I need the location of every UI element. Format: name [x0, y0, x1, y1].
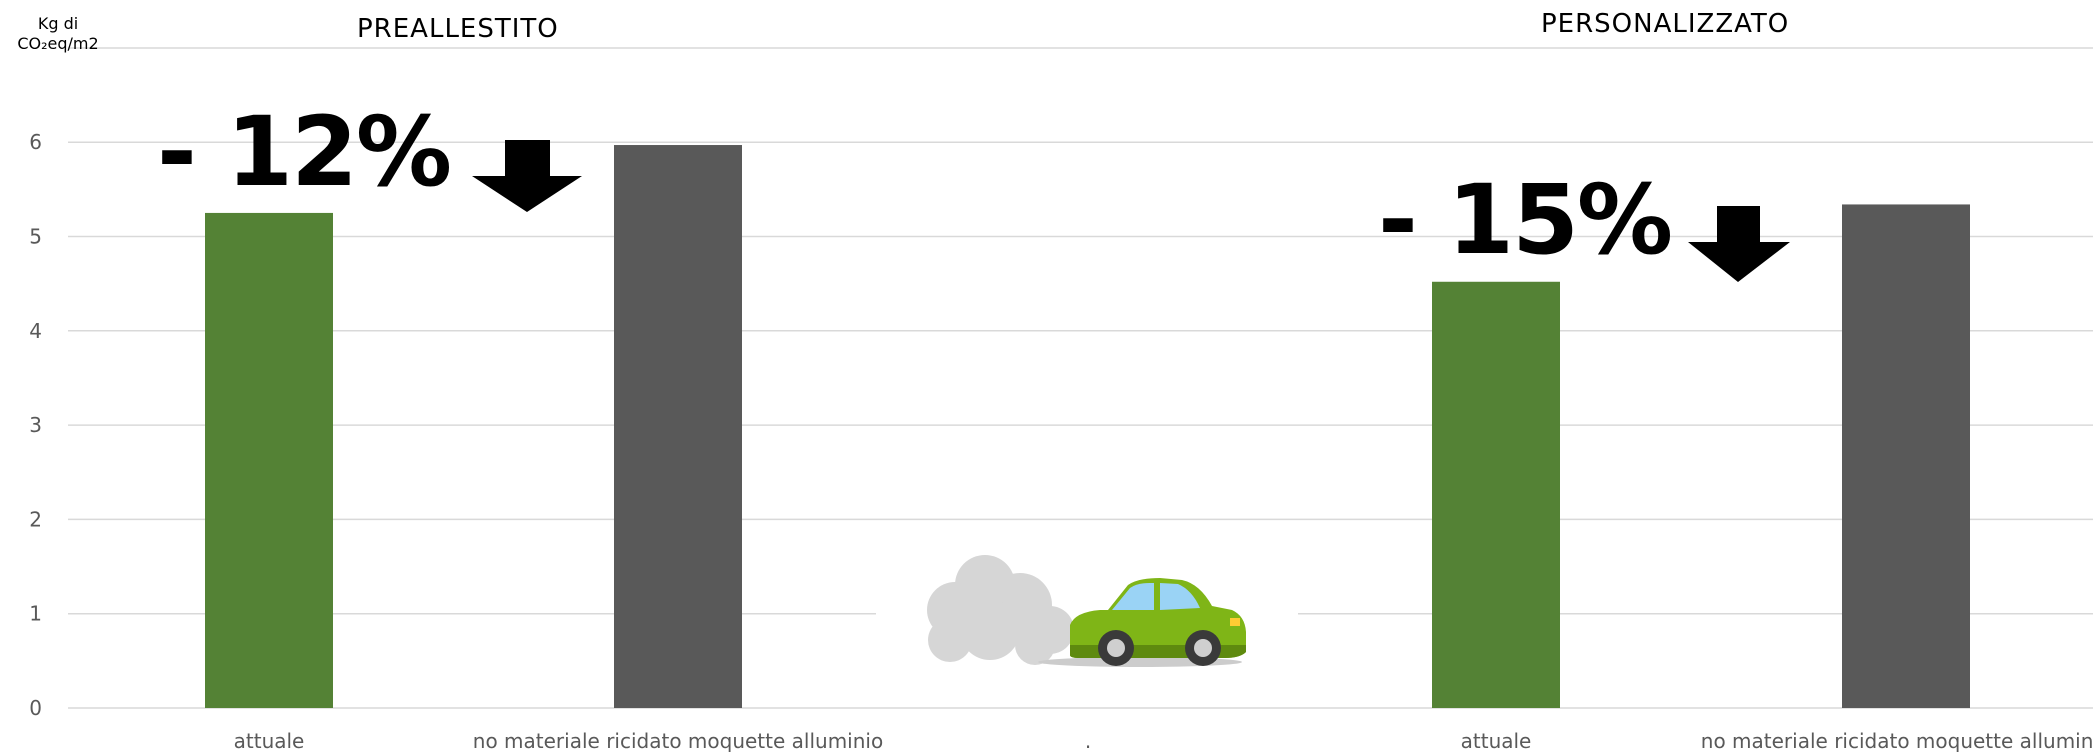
x-tick-labels: attuale no materiale ricidato moquette al… — [234, 729, 2093, 752]
car-exhaust-icon — [876, 555, 1298, 667]
x-tick-label: attuale — [234, 729, 305, 752]
x-tick-label: attuale — [1461, 729, 1532, 752]
bar — [205, 212, 333, 709]
x-tick-label: no materiale ricidato moquette alluminio — [1701, 729, 2093, 752]
arrow-down-icon — [1688, 206, 1790, 282]
y-tick-label: 4 — [29, 319, 42, 343]
y-tick-label: 0 — [29, 696, 42, 720]
y-tick-label: 2 — [29, 507, 42, 531]
group-title-preallestito: PREALLESTITO — [357, 14, 559, 44]
x-tick-label: no materiale ricidato moquette alluminio — [473, 729, 883, 752]
y-tick-label: 6 — [29, 130, 42, 154]
y-axis-label: Kg di CO₂eq/m2 — [8, 14, 108, 54]
y-tick-label: 1 — [29, 602, 42, 626]
y-tick-labels: 0 1 2 3 4 5 6 — [29, 130, 42, 720]
bar — [1432, 281, 1560, 708]
bars — [205, 145, 1970, 709]
bar — [614, 145, 742, 709]
x-tick-label: . — [1085, 729, 1091, 752]
bar — [1842, 204, 1970, 709]
reduction-label-preallestito: - 12% — [157, 96, 452, 208]
y-axis-label-line1: Kg di — [37, 14, 79, 33]
group-title-personalizzato: PERSONALIZZATO — [1541, 9, 1790, 39]
y-tick-label: 3 — [29, 413, 42, 437]
y-axis-label-line2: CO₂eq/m2 — [17, 34, 99, 53]
y-tick-label: 5 — [29, 225, 42, 249]
reduction-label-personalizzato: - 15% — [1378, 164, 1673, 276]
arrow-down-icon — [472, 140, 582, 212]
